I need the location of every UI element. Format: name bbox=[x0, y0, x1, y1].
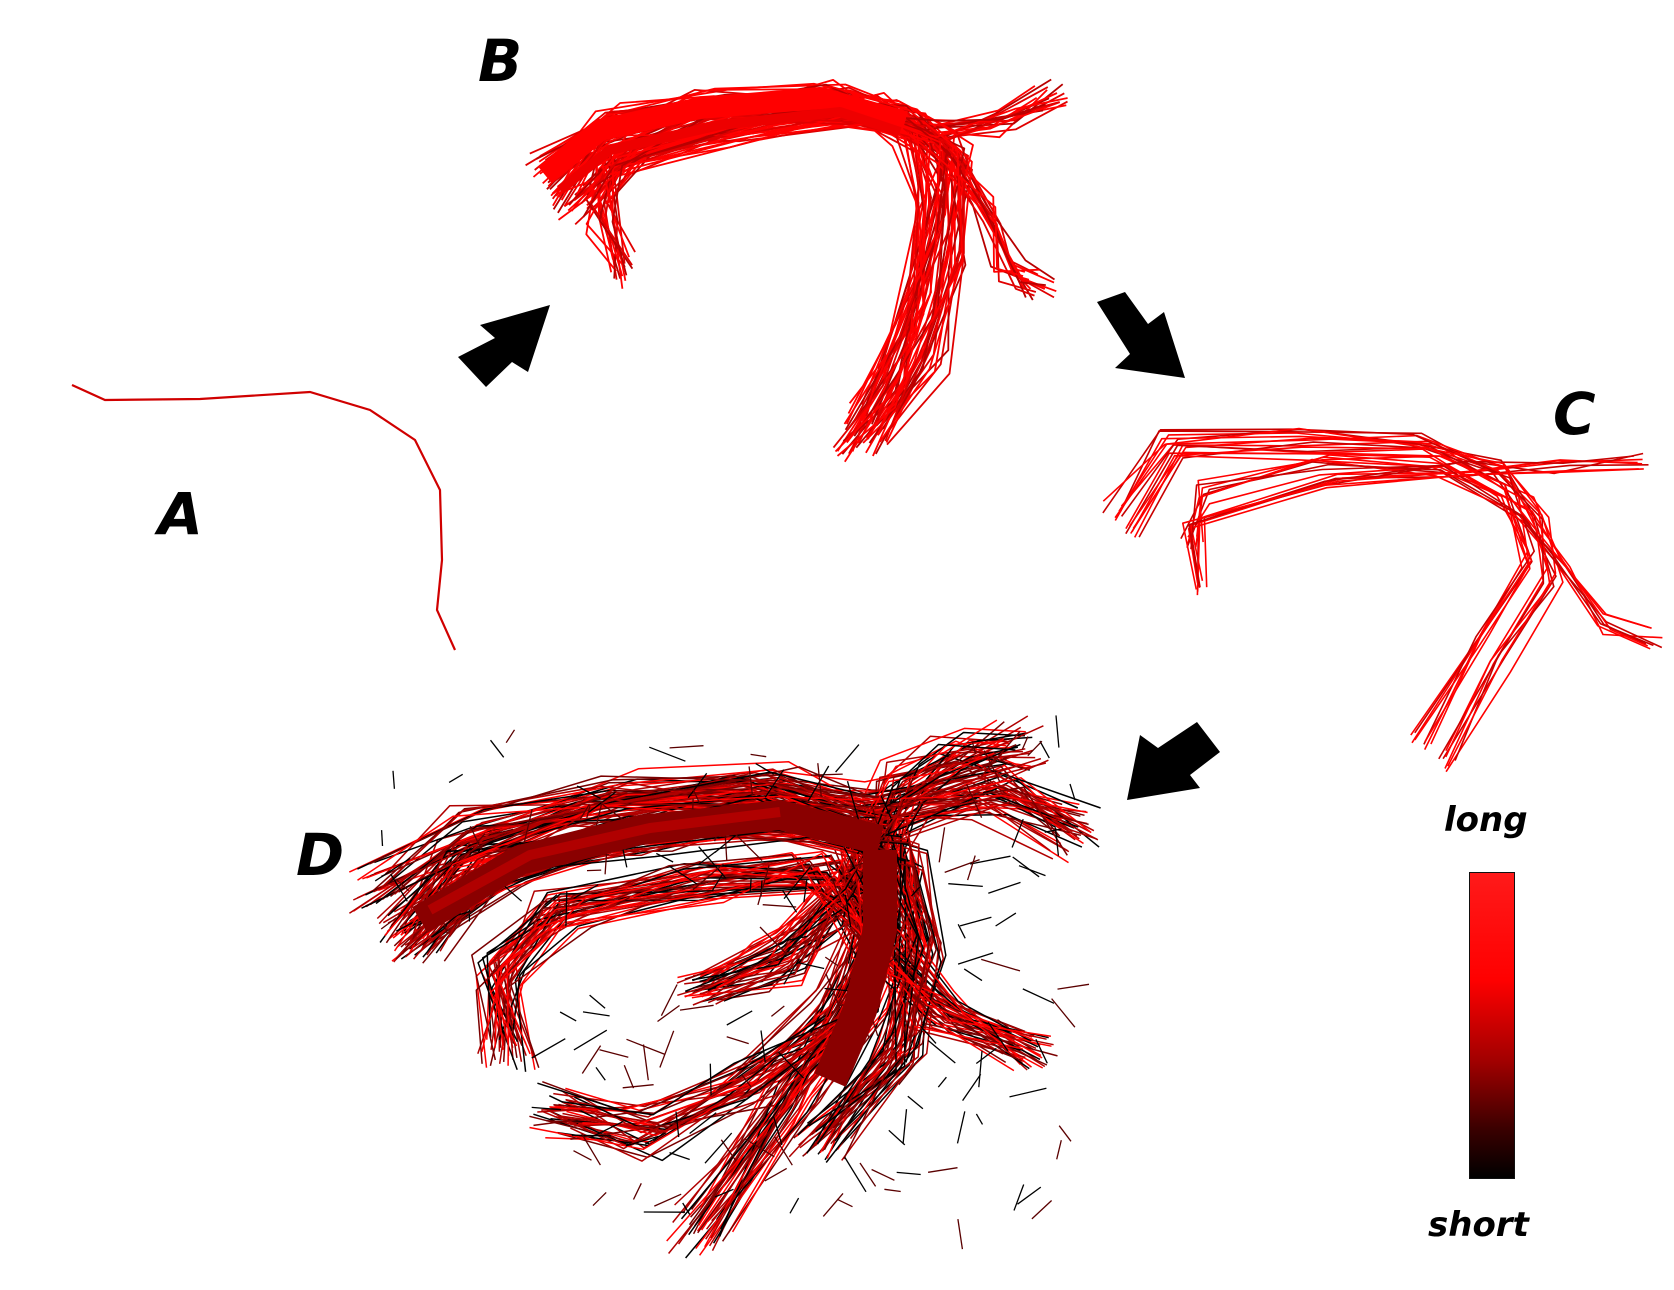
panel-label-d: D bbox=[296, 821, 345, 889]
panel-label-c: C bbox=[1553, 380, 1596, 448]
arrow-c-to-d-icon bbox=[1127, 722, 1220, 800]
panel-label-b: B bbox=[478, 27, 523, 95]
panel-c-fiber-bundle bbox=[1102, 427, 1663, 773]
colorbar-top-label: long bbox=[1444, 800, 1528, 840]
panel-a-streamline bbox=[71, 383, 457, 651]
arrow-b-to-c-icon bbox=[1097, 292, 1185, 378]
arrow-a-to-b-icon bbox=[458, 305, 550, 387]
colorbar-bottom-label: short bbox=[1428, 1205, 1529, 1245]
panel-label-a: A bbox=[158, 480, 203, 548]
length-colorbar bbox=[1469, 872, 1515, 1179]
panel-b-fiber-bundle bbox=[525, 78, 1068, 463]
panel-d-fiber-bundle bbox=[348, 715, 1101, 1259]
